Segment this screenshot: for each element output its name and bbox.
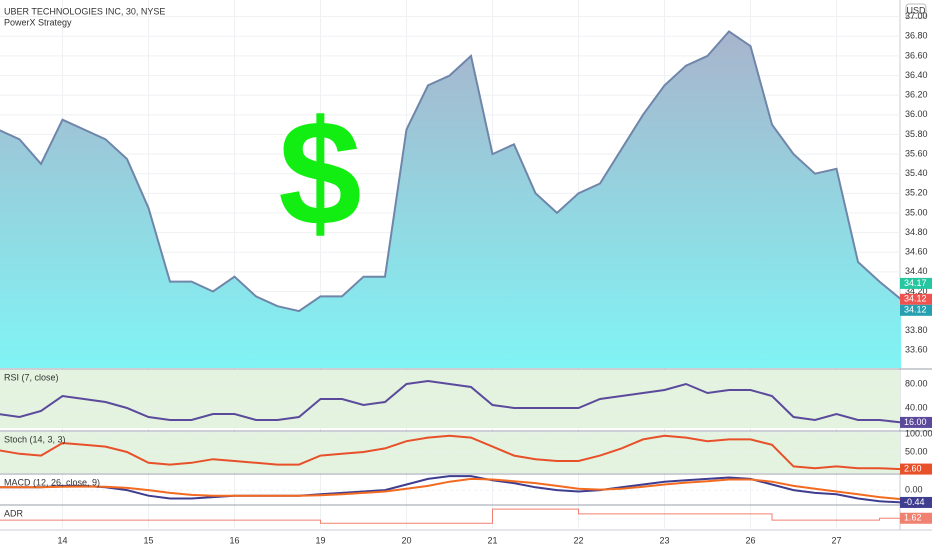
x-tick-label: 22 xyxy=(573,535,583,545)
price-label: 34.17 xyxy=(904,278,927,288)
currency-badge[interactable] xyxy=(905,3,927,19)
series-line xyxy=(0,379,902,424)
pane-title: MACD (12, 26, close, 9) xyxy=(4,477,100,487)
last-value-label: 1.62 xyxy=(904,513,922,523)
y-tick-label: 100.00 xyxy=(905,428,932,438)
pane-title: RSI (7, close) xyxy=(4,372,59,382)
y-tick-label: 35.60 xyxy=(905,148,928,158)
y-tick-label: 35.80 xyxy=(905,129,928,139)
series-line xyxy=(0,508,901,524)
y-tick-label: 34.40 xyxy=(905,266,928,276)
y-tick-label: 0.00 xyxy=(905,484,923,494)
y-tick-label: 33.80 xyxy=(905,325,928,335)
x-tick-label: 16 xyxy=(229,535,239,545)
price-label-box xyxy=(900,277,932,289)
y-tick-label: 36.60 xyxy=(905,50,928,60)
last-value-box xyxy=(900,512,932,524)
last-value-box xyxy=(900,496,932,508)
x-tick-label: 26 xyxy=(745,535,755,545)
pane-band xyxy=(0,370,900,428)
price-label: 34.12 xyxy=(904,305,927,315)
chart-subtitle: PowerX Strategy xyxy=(4,17,72,27)
y-tick-label: 35.20 xyxy=(905,188,928,198)
x-tick-label: 15 xyxy=(143,535,153,545)
y-tick-label: 34.80 xyxy=(905,227,928,237)
price-label-box xyxy=(900,304,932,316)
currency[interactable]: USD xyxy=(906,5,926,15)
chart-title: UBER TECHNOLOGIES INC, 30, NYSE xyxy=(4,6,165,16)
y-tick-label: 36.20 xyxy=(905,90,928,100)
y-tick-label: 36.00 xyxy=(905,109,928,119)
x-tick-label: 20 xyxy=(401,535,411,545)
price-label-box xyxy=(900,293,932,305)
pane-title: Stoch (14, 3, 3) xyxy=(4,434,66,444)
y-tick-label: 36.80 xyxy=(905,31,928,41)
y-tick-label: 37.00 xyxy=(905,11,928,21)
price-label: 34.12 xyxy=(904,294,927,304)
x-tick-label: 27 xyxy=(831,535,841,545)
x-tick-label: 21 xyxy=(487,535,497,545)
y-tick-label: 35.00 xyxy=(905,207,928,217)
y-tick-label: 80.00 xyxy=(905,378,928,388)
y-tick-label: 35.40 xyxy=(905,168,928,178)
y-tick-label: 34.60 xyxy=(905,247,928,257)
x-tick-label: 19 xyxy=(315,535,325,545)
y-tick-label: 33.60 xyxy=(905,345,928,355)
last-value-box xyxy=(900,463,932,475)
x-tick-label: 23 xyxy=(659,535,669,545)
series-line xyxy=(0,477,902,501)
y-tick-label: 34.20 xyxy=(905,286,928,296)
x-tick-label: 14 xyxy=(57,535,67,545)
y-tick-label: 50.00 xyxy=(905,446,928,456)
last-value-label: -0.44 xyxy=(904,497,925,507)
y-tick-label: 40.00 xyxy=(905,402,928,412)
series-line xyxy=(0,30,902,313)
last-value-label: 2.60 xyxy=(904,463,922,473)
last-value-box xyxy=(900,416,932,428)
y-tick-label: 36.40 xyxy=(905,70,928,80)
series-line xyxy=(0,434,902,471)
pane-title: ADR xyxy=(4,508,24,518)
dollar-annotation: $ xyxy=(278,89,361,257)
last-value-label: 16.00 xyxy=(904,417,927,427)
